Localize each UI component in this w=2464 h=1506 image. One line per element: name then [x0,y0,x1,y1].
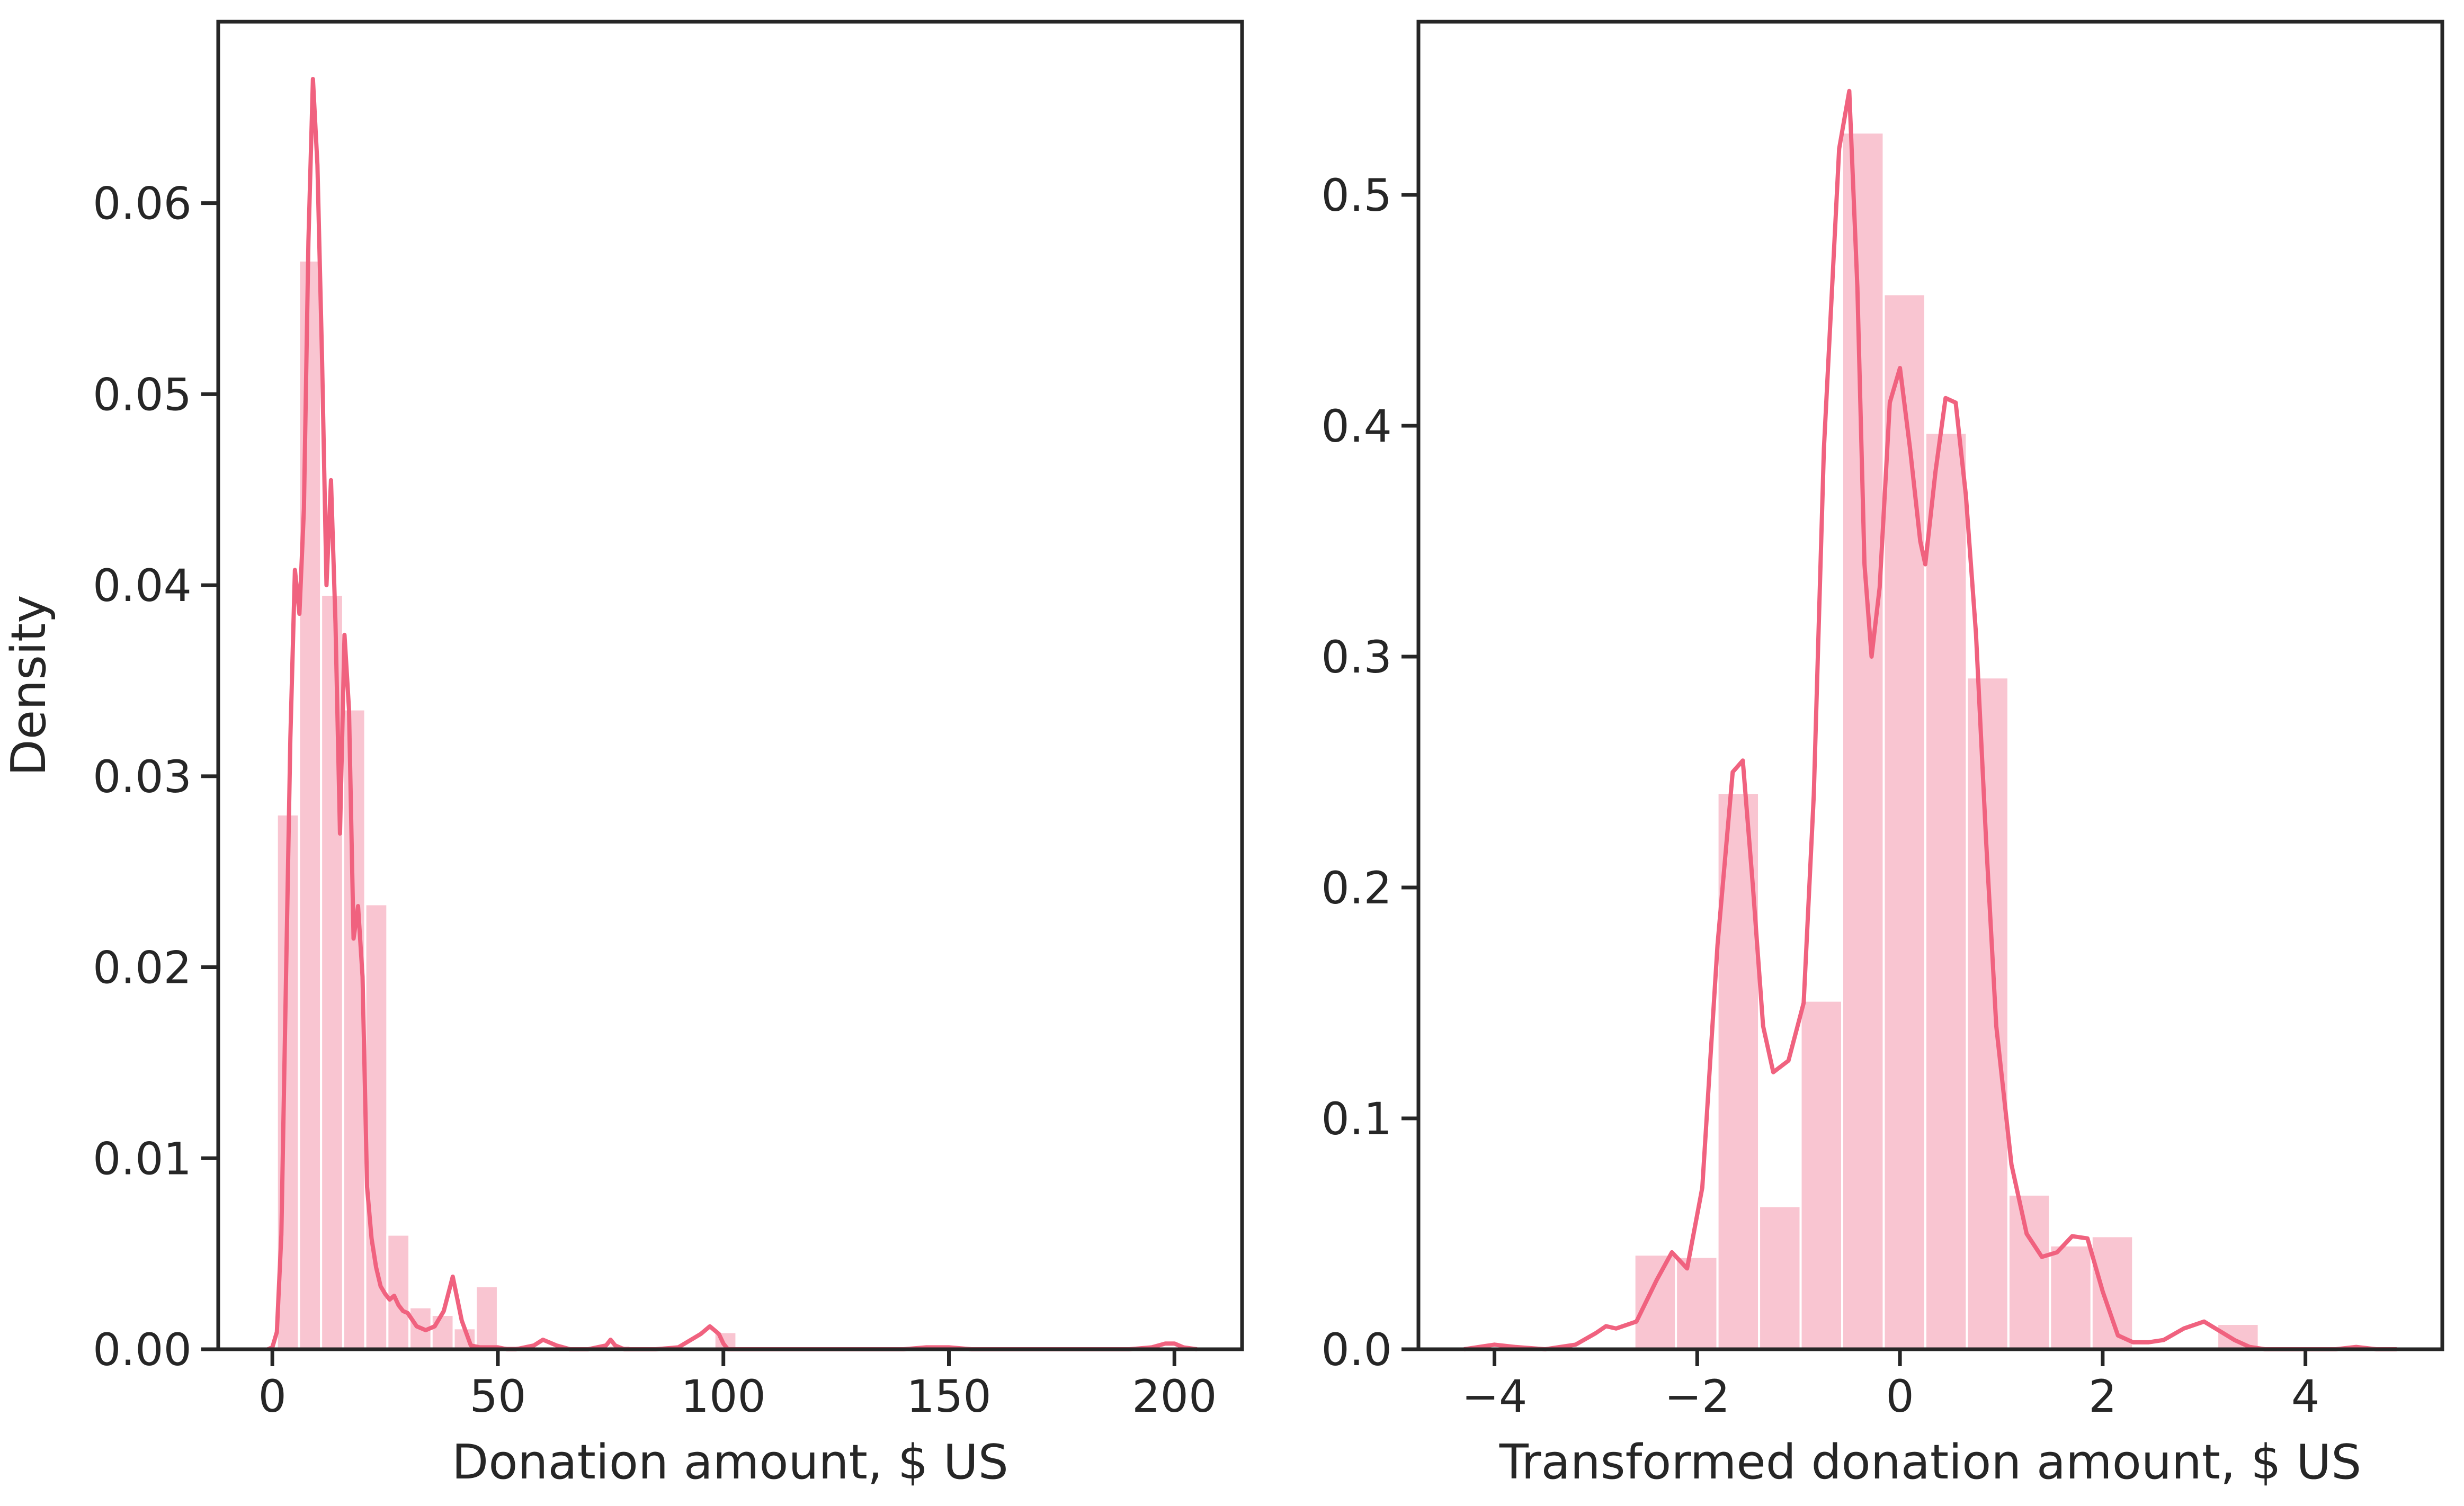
right-histogram-bar [1882,293,1926,1350]
left-chart-panel: 0 50 100 150 200 0.000.010.020.030.040.050.0… [1,20,1244,1490]
left-y-axis-ticks: 0.00 0.01 0.02 0.03 0.04 0.05 0.06 [93,178,218,1376]
left-y-tick-label: 0.03 [93,751,192,803]
left-x-tick-label: 0 [258,1370,286,1422]
right-x-axis-label: Transformed donation amount, $ US [1499,1435,2362,1490]
left-x-axis-label: Donation amount, $ US [452,1435,1008,1490]
right-x-tick-label: 0 [1886,1370,1914,1422]
left-histogram-bar [298,259,323,1351]
right-y-tick-label: 0.0 [1321,1324,1392,1376]
right-histogram-bar [1841,131,1885,1350]
left-y-tick-label: 0.06 [93,178,192,230]
right-histogram-bars [1633,131,2260,1351]
right-x-tick-label: −4 [1462,1370,1528,1422]
left-histogram-bar [320,594,344,1350]
right-y-tick-label: 0.4 [1321,400,1392,452]
left-histogram-bar [386,1233,411,1351]
left-y-tick-label: 0.05 [93,369,192,420]
right-kde-line [1463,88,2397,1351]
left-plot-frame [216,20,1244,1351]
right-histogram-bar [1924,432,1968,1351]
left-histogram-bar [364,903,389,1350]
left-y-axis-label: Density [1,595,57,776]
right-histogram-bar [1633,1253,1677,1350]
left-x-tick-label: 200 [1132,1370,1217,1422]
left-y-tick-label: 0.02 [93,942,192,994]
left-histogram-bar [475,1285,499,1351]
right-histogram-bar [2007,1193,2051,1350]
right-y-tick-label: 0.3 [1321,631,1392,683]
right-plot-frame [1416,20,2444,1351]
left-histogram-bars [275,259,1180,1351]
left-x-axis-ticks: 0 50 100 150 200 [258,1349,1217,1422]
left-x-tick-label: 100 [681,1370,766,1422]
right-x-tick-label: −2 [1664,1370,1730,1422]
left-x-tick-label: 150 [906,1370,991,1422]
right-histogram-bar [1758,1205,1802,1350]
right-histogram-bar [1799,999,1843,1350]
right-y-tick-label: 0.2 [1321,862,1392,914]
right-y-tick-label: 0.1 [1321,1093,1392,1145]
right-histogram-bar [2090,1235,2135,1351]
right-x-tick-label: 2 [2088,1370,2117,1422]
left-y-tick-label: 0.04 [93,560,192,612]
right-histogram-bar [1675,1256,1719,1351]
right-x-axis-ticks: −4 −2 0 2 4 [1462,1349,2319,1422]
right-chart-panel: −4 −2 0 2 4 0.0 0.1 0.2 0.3 0.4 0.5 Transformed d… [1321,20,2444,1490]
left-x-tick-label: 50 [470,1370,526,1422]
right-y-tick-label: 0.5 [1321,169,1392,221]
right-y-axis-ticks: 0.0 0.1 0.2 0.3 0.4 0.5 [1321,169,1418,1376]
right-histogram-bar [2049,1244,2093,1351]
left-y-tick-label: 0.00 [93,1324,192,1376]
left-kde-line [267,77,1198,1351]
right-x-tick-label: 4 [2291,1370,2319,1422]
left-y-tick-label: 0.01 [93,1133,192,1185]
right-histogram-bar [1966,676,2010,1350]
left-histogram-bar [430,1314,455,1351]
